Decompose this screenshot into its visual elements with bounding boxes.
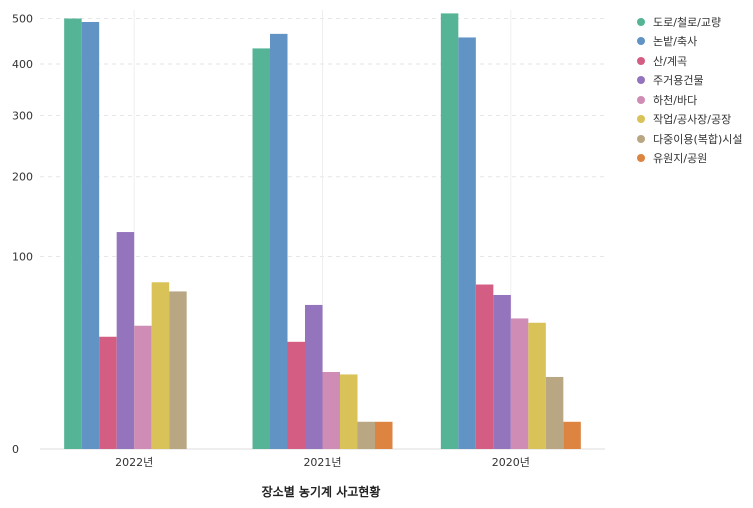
- x-axis-title: 장소별 농기계 사고현황: [262, 484, 381, 499]
- y-tick-label: 300: [12, 110, 33, 123]
- bar[interactable]: [340, 374, 358, 449]
- legend-marker-icon: [637, 37, 645, 46]
- legend-item[interactable]: 논밭/축사: [637, 32, 751, 52]
- bar[interactable]: [305, 304, 323, 449]
- bar[interactable]: [81, 21, 100, 450]
- bar[interactable]: [64, 18, 82, 449]
- y-axis: 0 100 200 300 400 500: [12, 13, 33, 456]
- legend-label: 작업/공사장/공장: [653, 113, 732, 127]
- y-tick-label: 400: [12, 58, 33, 71]
- x-tick-label: 2021년: [303, 456, 341, 469]
- bar[interactable]: [458, 37, 476, 450]
- bar[interactable]: [322, 371, 341, 449]
- bar[interactable]: [134, 325, 152, 449]
- legend-marker-icon: [637, 56, 645, 65]
- bar[interactable]: [510, 318, 529, 449]
- legend-label: 도로/철로/교량: [653, 15, 722, 29]
- bar[interactable]: [287, 341, 306, 449]
- bar[interactable]: [375, 421, 393, 449]
- bar[interactable]: [252, 48, 271, 449]
- legend-item[interactable]: 하천/바다: [637, 90, 751, 110]
- legend-label: 산/계곡: [653, 54, 688, 68]
- legend-label: 다중이용(복합)시설: [653, 132, 743, 146]
- bar[interactable]: [563, 421, 581, 449]
- bars: [64, 13, 581, 450]
- y-tick-label: 100: [12, 250, 33, 263]
- bar[interactable]: [270, 33, 288, 450]
- legend-marker-icon: [637, 134, 645, 143]
- legend-marker-icon: [637, 154, 645, 163]
- bar[interactable]: [169, 291, 187, 449]
- legend-label: 유원지/공원: [653, 152, 708, 166]
- bar[interactable]: [545, 376, 564, 449]
- x-tick-label: 2022년: [115, 456, 153, 469]
- bar[interactable]: [528, 322, 546, 449]
- y-tick-label: 0: [12, 443, 19, 456]
- bar[interactable]: [493, 294, 511, 449]
- bar[interactable]: [116, 232, 135, 449]
- legend-item[interactable]: 도로/철로/교량: [637, 12, 751, 32]
- legend-marker-icon: [637, 95, 645, 104]
- legend-marker-icon: [637, 17, 645, 26]
- legend-label: 하천/바다: [653, 93, 698, 107]
- bar[interactable]: [475, 284, 494, 449]
- bar[interactable]: [357, 421, 376, 449]
- x-axis: 2022년 2021년 2020년: [115, 456, 530, 469]
- bar[interactable]: [440, 13, 459, 449]
- legend-item[interactable]: 산/계곡: [637, 51, 751, 71]
- legend-marker-icon: [637, 76, 645, 85]
- legend-item[interactable]: 작업/공사장/공장: [637, 110, 751, 130]
- y-tick-label: 200: [12, 171, 33, 184]
- x-tick-label: 2020년: [492, 456, 530, 469]
- legend-marker-icon: [637, 115, 645, 124]
- legend-item[interactable]: 주거용건물: [637, 71, 751, 91]
- legend-label: 주거용건물: [653, 74, 704, 88]
- bar[interactable]: [99, 336, 117, 449]
- legend-item[interactable]: 유원지/공원: [637, 149, 751, 169]
- legend-item[interactable]: 다중이용(복합)시설: [637, 129, 751, 149]
- y-tick-label: 500: [12, 13, 33, 26]
- bar[interactable]: [151, 282, 170, 449]
- legend-label: 논밭/축사: [653, 35, 698, 49]
